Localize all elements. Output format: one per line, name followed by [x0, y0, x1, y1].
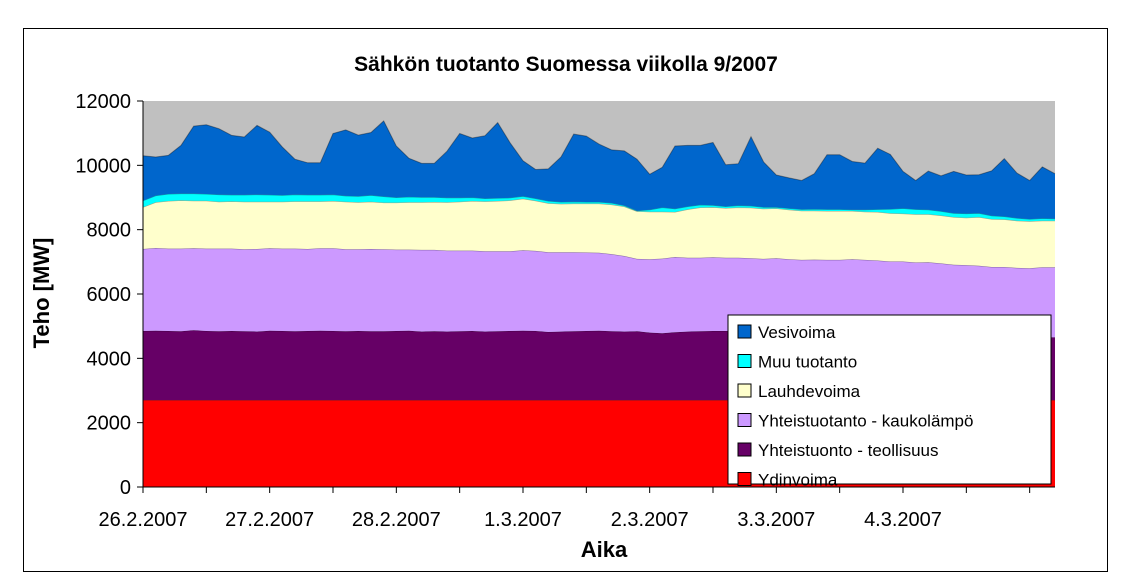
chart-svg: Sähkön tuotanto Suomessa viikolla 9/2007… [29, 53, 1056, 562]
legend-swatch [737, 442, 752, 457]
legend-swatch [737, 354, 752, 368]
chart-title: Sähkön tuotanto Suomessa viikolla 9/2007 [354, 53, 778, 76]
y-tick-label: 10000 [75, 155, 131, 177]
x-tick-label: 26.2.2007 [99, 509, 188, 531]
legend-box [727, 314, 1052, 485]
y-tick-label: 0 [120, 477, 131, 499]
y-axis-title: Teho [MW] [29, 238, 54, 349]
legend-label: Lauhdevoima [758, 382, 861, 401]
x-tick-label: 3.3.2007 [737, 509, 815, 531]
x-tick-label: 4.3.2007 [864, 509, 942, 531]
area-series-5 [143, 120, 1055, 220]
legend: Vesivoima Muu tuotanto Lauhdevoima Yhteistu… [727, 314, 1052, 490]
x-tick-label: 1.3.2007 [484, 509, 562, 531]
y-tick-label: 4000 [87, 348, 132, 370]
axes-group: 0 2000 4000 6000 8000 10000 12000 26.2.2007 27.2… [75, 91, 1055, 531]
area-edge-5 [142, 120, 1056, 182]
x-tick-label: 28.2.2007 [352, 509, 441, 531]
legend-swatch [737, 324, 752, 339]
legend-label: Yhteistuotanto - kaukolämpö [758, 412, 973, 431]
y-tick-label: 8000 [87, 220, 132, 242]
y-tick-label: 12000 [75, 91, 131, 113]
legend-swatch [737, 413, 752, 427]
legend-label: Vesivoima [758, 323, 836, 342]
legend-swatch [737, 383, 752, 398]
y-tick-label: 2000 [87, 413, 132, 435]
legend-label: Yhteistuonto - teollisuus [758, 441, 939, 460]
x-tick-label: 27.2.2007 [225, 509, 314, 531]
y-tick-label: 6000 [87, 284, 132, 306]
chart-frame: Sähkön tuotanto Suomessa viikolla 9/2007… [23, 28, 1108, 572]
x-axis-title: Aika [581, 537, 628, 562]
legend-label: Muu tuotanto [758, 353, 857, 372]
legend-swatch [737, 472, 752, 486]
legend-label: Ydinvoima [758, 471, 838, 490]
area-series-4 [143, 193, 1055, 222]
area-series-3 [143, 198, 1055, 269]
x-tick-label: 2.3.2007 [611, 509, 689, 531]
